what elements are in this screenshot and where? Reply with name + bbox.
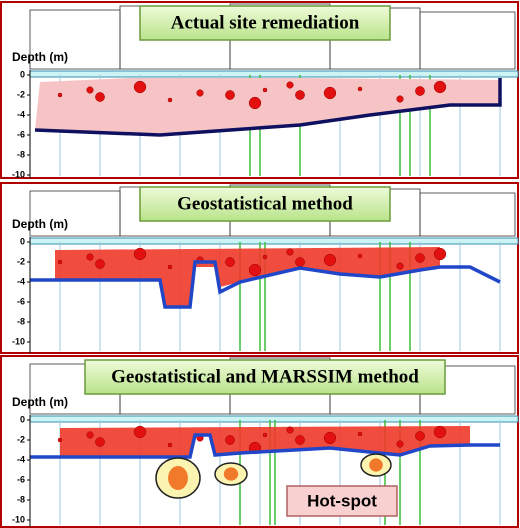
tick-label: -6: [17, 474, 25, 484]
hot-spot: [224, 467, 238, 480]
tick-label: -2: [17, 434, 25, 444]
sample: [263, 433, 267, 437]
tick-label: -2: [17, 89, 25, 99]
sample: [415, 86, 424, 95]
sample: [168, 98, 172, 102]
sample: [134, 426, 146, 438]
surface: [30, 71, 518, 77]
sample: [415, 431, 424, 440]
page: 0 -2 -4 -6 -8 -10 Depth (m) Actual site remedia…: [0, 0, 520, 528]
sample: [295, 90, 304, 99]
sample: [249, 97, 261, 109]
tick-label: -6: [17, 296, 25, 306]
panel-title: Geostatistical method: [177, 193, 353, 214]
figure: 0 -2 -4 -6 -8 -10 Depth (m) Actual site remedia…: [0, 0, 520, 528]
panel: 0 -2 -4 -6 -8 -10 Depth (m) Geostatistical meth…: [1, 183, 518, 353]
sample: [263, 88, 267, 92]
sample: [95, 259, 104, 268]
sample: [58, 93, 62, 97]
sample: [434, 248, 446, 260]
hot-spot: [168, 466, 188, 490]
sample: [87, 87, 94, 94]
sample: [95, 92, 104, 101]
sample: [134, 81, 146, 93]
tick-label: -10: [12, 514, 25, 524]
sample: [168, 443, 172, 447]
axis-label: Depth (m): [12, 50, 68, 64]
sample: [95, 437, 104, 446]
sample: [134, 248, 146, 260]
sample: [287, 249, 294, 256]
tick-label: 0: [20, 414, 25, 424]
sample: [295, 257, 304, 266]
tick-label: -2: [17, 256, 25, 266]
tick-label: -8: [17, 316, 25, 326]
tick-label: -10: [12, 336, 25, 346]
tick-label: -6: [17, 129, 25, 139]
tick-label: -8: [17, 149, 25, 159]
sample: [434, 426, 446, 438]
tick-label: -10: [12, 169, 25, 179]
sample: [397, 96, 404, 103]
sample: [358, 254, 362, 258]
sample: [358, 87, 362, 91]
sample: [168, 265, 172, 269]
panel: 0 -2 -4 -6 -8 -10 Depth (m) Actual site remedia…: [1, 2, 518, 179]
sample: [225, 435, 234, 444]
surface: [30, 416, 518, 422]
sample: [324, 254, 336, 266]
sample: [87, 254, 94, 261]
sample: [287, 82, 294, 89]
sample: [415, 253, 424, 262]
hot-spot: [369, 458, 383, 471]
sample: [249, 264, 261, 276]
sample: [397, 263, 404, 270]
tick-label: 0: [20, 69, 25, 79]
axis-label: Depth (m): [12, 395, 68, 409]
sample: [287, 427, 294, 434]
tick-label: -4: [17, 276, 25, 286]
axis-label: Depth (m): [12, 217, 68, 231]
sample: [197, 90, 204, 97]
panel: 0 -2 -4 -6 -8 -10 Depth (m) Geostatistical and …: [1, 356, 518, 527]
sample: [358, 432, 362, 436]
sample: [263, 255, 267, 259]
sample: [295, 435, 304, 444]
sample: [58, 260, 62, 264]
sample: [397, 441, 404, 448]
sample: [58, 438, 62, 442]
sample: [324, 432, 336, 444]
tick-label: -8: [17, 494, 25, 504]
tick-label: 0: [20, 236, 25, 246]
panel-title: Geostatistical and MARSSIM method: [111, 366, 419, 387]
annotation: Hot-spot: [307, 491, 377, 510]
sample: [434, 81, 446, 93]
tick-label: -4: [17, 454, 25, 464]
tick-label: -4: [17, 109, 25, 119]
panel-title: Actual site remediation: [171, 12, 360, 33]
sample: [87, 432, 94, 439]
sample: [225, 257, 234, 266]
sample: [225, 90, 234, 99]
sample: [324, 87, 336, 99]
surface: [30, 238, 518, 244]
